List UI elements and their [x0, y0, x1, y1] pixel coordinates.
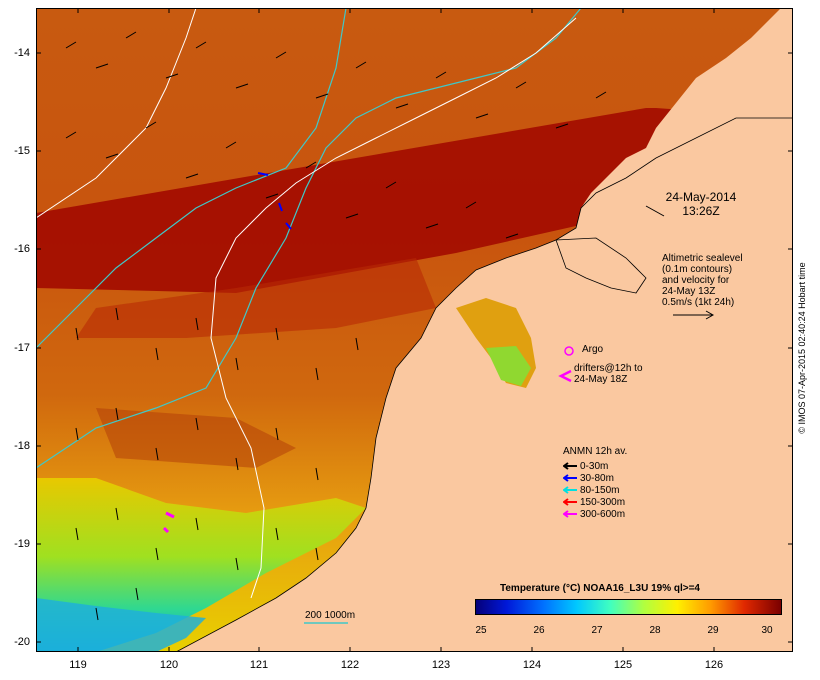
anmn-legend: ANMN 12h av. 0-30m 30-80m 80-150m 150-30…: [563, 446, 627, 520]
y-tick-label: -19: [14, 538, 30, 550]
cold-water: [36, 598, 206, 652]
altimetry-line: 24-May 13Z: [662, 286, 716, 297]
anmn-legend-item: 30-80m: [563, 472, 627, 484]
argo-marker: [564, 346, 574, 356]
image-timestamp: 24-May-2014 13:26Z: [646, 190, 756, 218]
darker-patch: [96, 408, 296, 468]
timestamp-pointer: [645, 205, 665, 217]
depth-scale-label: 200 1000m: [305, 610, 356, 621]
x-tick-label: 121: [249, 659, 269, 671]
x-tick-label: 126: [704, 659, 724, 671]
anmn-legend-label: 0-30m: [580, 460, 609, 472]
x-tick-label: 119: [69, 659, 87, 671]
anmn-legend-item: 0-30m: [563, 460, 627, 472]
anmn-legend-title: ANMN 12h av.: [563, 446, 628, 457]
colorbar-tick: 28: [649, 625, 661, 636]
anmn-legend-item: 300-600m: [563, 508, 627, 520]
x-tick-label: 125: [613, 659, 633, 671]
altimetry-note: Altimetric sealevel (0.1m contours) and …: [662, 253, 743, 308]
anmn-legend-label: 80-150m: [580, 484, 620, 496]
anmn-legend-item: 150-300m: [563, 496, 627, 508]
contour-1000m-b: [210, 17, 577, 599]
drifter-line: 24-May 18Z: [574, 374, 628, 385]
y-tick-label: -14: [14, 47, 30, 59]
anmn-legend-label: 300-600m: [580, 508, 626, 520]
drifter-line: drifters@12h to: [574, 363, 643, 374]
altimetry-line: (0.1m contours): [662, 264, 733, 275]
colorbar-title: Temperature (°C) NOAA16_L3U 19% ql>=4: [500, 583, 700, 594]
contour-1000m: [36, 8, 197, 219]
timestamp-date: 24-May-2014: [665, 190, 737, 204]
colorbar: [475, 599, 782, 615]
y-tick-label: -18: [14, 440, 30, 452]
y-tick-label: -17: [14, 342, 30, 354]
colorbar-tick: 25: [475, 625, 487, 636]
colorbar-tick: 30: [761, 625, 773, 636]
y-tick-label: -15: [14, 145, 30, 157]
anmn-legend-label: 30-80m: [580, 472, 614, 484]
colorbar-tick: 27: [591, 625, 603, 636]
credit-text: © IMOS 07-Apr-2015 02:40:24 Hobart time: [797, 262, 807, 434]
altimetry-line: Altimetric sealevel: [662, 253, 743, 264]
contour-200m-b: [36, 8, 347, 349]
bay-green: [486, 346, 531, 386]
drifter-note: drifters@12h to 24-May 18Z: [574, 363, 643, 385]
coastline-detail: [555, 237, 647, 294]
arrow-icon: [563, 474, 577, 482]
warm-swath: [36, 108, 793, 293]
sst-map-canvas: [36, 8, 793, 652]
cool-water: [36, 478, 366, 652]
altimetry-line: and velocity for: [662, 275, 730, 286]
y-tick-label: -20: [14, 636, 30, 648]
arrow-icon: [563, 510, 577, 518]
anmn-legend-label: 150-300m: [580, 496, 626, 508]
anmn-legend-item: 80-150m: [563, 484, 627, 496]
timestamp-time: 13:26Z: [682, 204, 720, 218]
altimetry-line: 0.5m/s (1kt 24h): [662, 297, 735, 308]
drifter-marker: [558, 369, 572, 383]
arrow-icon: [563, 498, 577, 506]
colorbar-tick: 29: [707, 625, 719, 636]
x-tick-label: 122: [340, 659, 360, 671]
arrow-icon: [563, 486, 577, 494]
arrow-icon: [563, 462, 577, 470]
x-tick-label: 123: [431, 659, 451, 671]
velocity-arrows: [65, 31, 607, 621]
x-tick-label: 120: [159, 659, 179, 671]
axis-ticks: [36, 8, 793, 652]
sst-map: [36, 8, 793, 652]
velocity-scale-head: [705, 310, 715, 320]
coast-edge: [175, 117, 793, 652]
x-tick-label: 124: [522, 659, 542, 671]
warm-patch: [76, 258, 436, 338]
contour-200m: [36, 8, 582, 469]
argo-label: Argo: [582, 344, 604, 355]
drifter-tracks: [162, 172, 292, 534]
colorbar-tick: 26: [533, 625, 545, 636]
y-tick-label: -16: [14, 243, 30, 255]
